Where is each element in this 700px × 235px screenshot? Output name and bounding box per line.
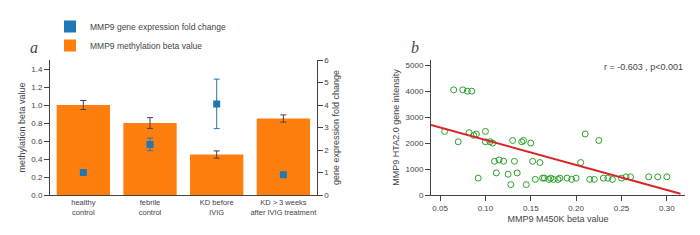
svg-text:0.30: 0.30 [659, 204, 675, 213]
svg-text:2000: 2000 [406, 139, 424, 148]
svg-text:6: 6 [324, 56, 329, 65]
svg-text:gene expression fold change: gene expression fold change [331, 70, 341, 185]
svg-text:0.25: 0.25 [614, 204, 630, 213]
svg-text:3000: 3000 [406, 113, 424, 122]
svg-text:0.0: 0.0 [31, 191, 43, 200]
svg-text:MMP9 methylation beta value: MMP9 methylation beta value [90, 41, 202, 51]
svg-text:4: 4 [324, 101, 329, 110]
svg-text:KD > 3 weeksafter IVIG treatme: KD > 3 weeksafter IVIG treatment [250, 198, 317, 217]
svg-text:0: 0 [419, 191, 424, 200]
svg-text:4000: 4000 [406, 87, 424, 96]
svg-text:2: 2 [324, 146, 329, 155]
svg-text:0: 0 [324, 191, 329, 200]
svg-text:healthycontrol: healthycontrol [71, 198, 95, 217]
svg-text:0.05: 0.05 [432, 204, 448, 213]
svg-text:0.2: 0.2 [31, 173, 43, 182]
svg-text:MMP9 gene expression fold chan: MMP9 gene expression fold change [90, 22, 226, 32]
svg-text:febrilecontrol: febrilecontrol [139, 198, 162, 217]
svg-text:1000: 1000 [406, 165, 424, 174]
svg-text:MMP9 HTA2.0 gene intensity: MMP9 HTA2.0 gene intensity [391, 69, 401, 186]
svg-text:KD beforeIVIG: KD beforeIVIG [200, 198, 234, 217]
svg-text:a: a [30, 39, 38, 56]
svg-text:r = -0.603 , p<0.001: r = -0.603 , p<0.001 [604, 62, 683, 72]
svg-text:0.20: 0.20 [568, 204, 584, 213]
svg-text:0.15: 0.15 [523, 204, 539, 213]
svg-text:0.4: 0.4 [31, 155, 43, 164]
svg-text:b: b [411, 39, 419, 56]
svg-text:MMP9 M450K beta value: MMP9 M450K beta value [507, 214, 608, 224]
svg-text:5: 5 [324, 78, 329, 87]
svg-text:3: 3 [324, 123, 329, 132]
svg-text:1.4: 1.4 [31, 65, 43, 74]
svg-text:0.10: 0.10 [478, 204, 494, 213]
svg-text:0.8: 0.8 [31, 119, 43, 128]
svg-text:1.2: 1.2 [31, 83, 43, 92]
svg-text:methylation beta value: methylation beta value [17, 82, 27, 172]
svg-text:0.6: 0.6 [31, 137, 43, 146]
svg-text:5000: 5000 [406, 61, 424, 70]
svg-text:1.0: 1.0 [31, 101, 43, 110]
svg-text:1: 1 [324, 168, 329, 177]
